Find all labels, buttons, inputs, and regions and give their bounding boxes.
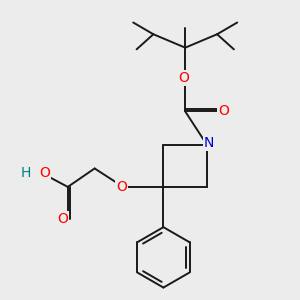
Text: N: N	[203, 136, 214, 150]
Text: O: O	[116, 180, 127, 194]
Text: O: O	[39, 166, 50, 180]
Text: O: O	[57, 212, 68, 226]
Text: O: O	[218, 104, 229, 118]
Text: O: O	[178, 71, 189, 85]
Text: H: H	[21, 166, 31, 180]
